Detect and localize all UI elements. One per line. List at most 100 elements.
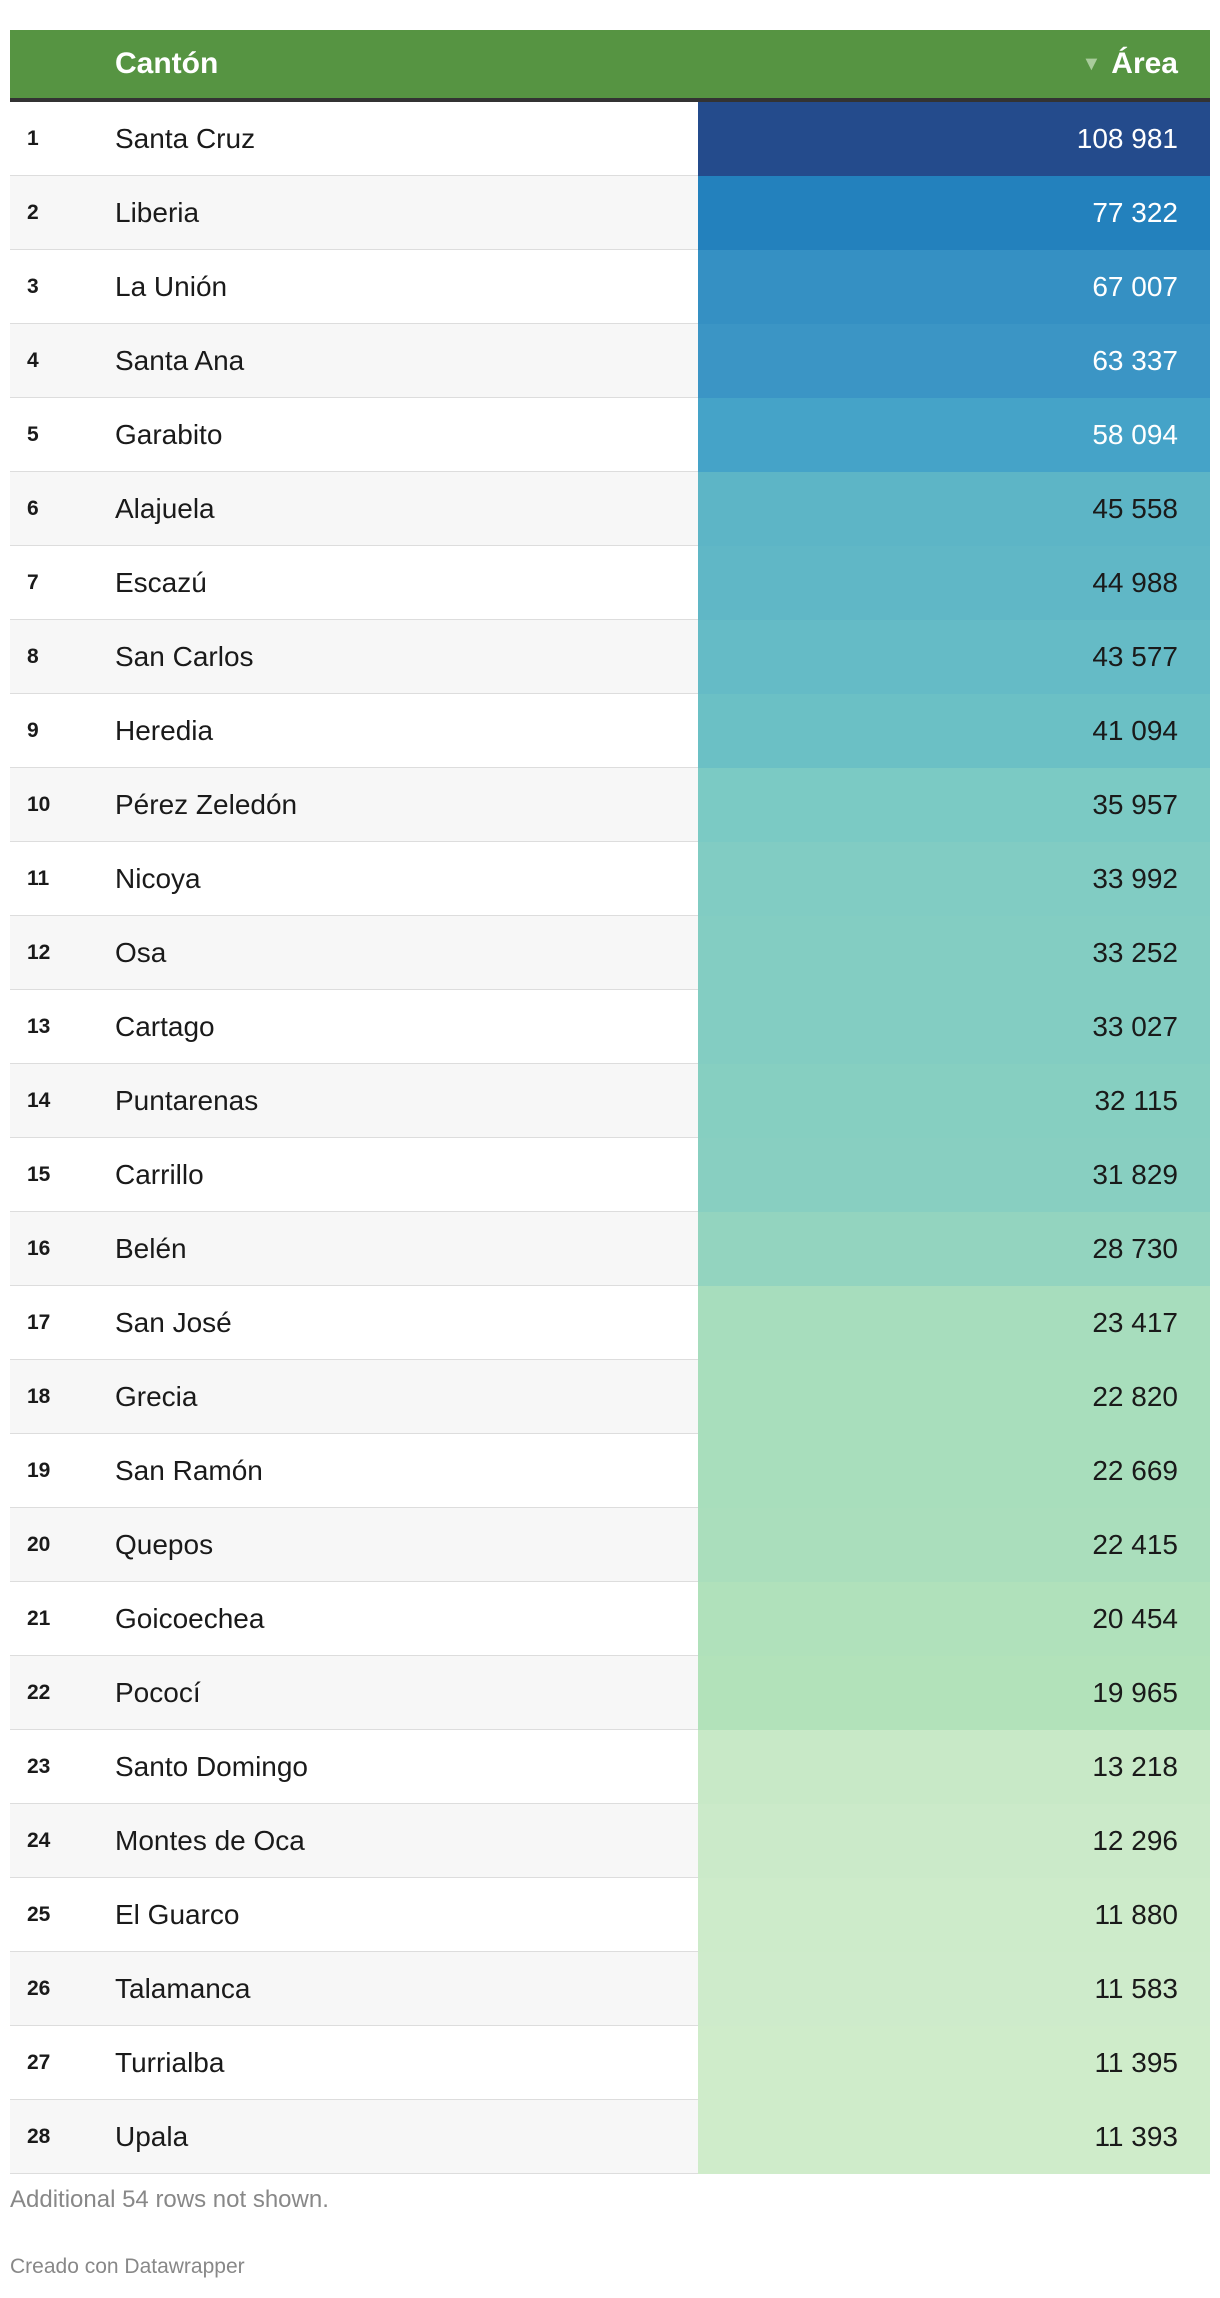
row-canton-name: La Unión [115, 270, 228, 302]
row-rank: 19 [27, 1458, 51, 1482]
row-area-value: 33 252 [698, 916, 1210, 990]
row-area-value: 67 007 [698, 250, 1210, 324]
row-canton-name: San Ramón [115, 1454, 263, 1486]
row-canton-name: Goicoechea [115, 1602, 265, 1634]
row-rank: 11 [27, 866, 50, 890]
row-rank: 12 [27, 940, 51, 964]
row-canton-name: El Guarco [115, 1898, 240, 1930]
table-row: 6 Alajuela 45 558 [10, 472, 1210, 546]
row-canton-name: Montes de Oca [115, 1824, 305, 1856]
row-canton-name: Escazú [115, 566, 207, 598]
row-canton-name: Liberia [115, 196, 200, 228]
table-row: 15 Carrillo 31 829 [10, 1138, 1210, 1212]
row-rank: 6 [27, 496, 39, 520]
row-rank: 5 [27, 422, 39, 446]
table-row: 20 Quepos 22 415 [10, 1508, 1210, 1582]
row-canton-name: Pérez Zeledón [115, 788, 298, 820]
row-area-value: 19 965 [698, 1656, 1210, 1730]
rows-hidden-note: Additional 54 rows not shown. [10, 2186, 329, 2213]
table-row: 25 El Guarco 11 880 [10, 1878, 1210, 1952]
table-row: 23 Santo Domingo 13 218 [10, 1730, 1210, 1804]
table-row: 17 San José 23 417 [10, 1286, 1210, 1360]
table-row: 14 Puntarenas 32 115 [10, 1064, 1210, 1138]
table-row: 7 Escazú 44 988 [10, 546, 1210, 620]
row-area-value: 44 988 [698, 546, 1210, 620]
row-canton-name: Turrialba [115, 2046, 225, 2078]
row-rank: 4 [27, 348, 39, 372]
table-body: 1 Santa Cruz 108 981 2 Liberia 77 322 3 La Unió… [10, 102, 1210, 2174]
row-area-value: 28 730 [698, 1212, 1210, 1286]
table-row: 28 Upala 11 393 [10, 2100, 1210, 2174]
row-canton-name: Santa Ana [115, 344, 245, 376]
table-row: 5 Garabito 58 094 [10, 398, 1210, 472]
table-row: 10 Pérez Zeledón 35 957 [10, 768, 1210, 842]
row-area-value: 22 669 [698, 1434, 1210, 1508]
row-area-value: 11 395 [698, 2026, 1210, 2100]
row-rank: 16 [27, 1236, 51, 1260]
table-row: 11 Nicoya 33 992 [10, 842, 1210, 916]
credit-link[interactable]: Creado con Datawrapper [10, 2255, 245, 2278]
row-canton-name: Santa Cruz [115, 122, 256, 154]
table-row: 26 Talamanca 11 583 [10, 1952, 1210, 2026]
row-rank: 24 [27, 1828, 51, 1852]
table-row: 2 Liberia 77 322 [10, 176, 1210, 250]
row-rank: 13 [27, 1014, 51, 1038]
data-table: Cantón ▼ Área 1 Santa Cruz 108 981 2 Liberia… [10, 30, 1210, 2174]
table-row: 27 Turrialba 11 395 [10, 2026, 1210, 2100]
row-area-value: 12 296 [698, 1804, 1210, 1878]
row-canton-name: Osa [115, 936, 167, 968]
table-row: 24 Montes de Oca 12 296 [10, 1804, 1210, 1878]
table-row: 3 La Unión 67 007 [10, 250, 1210, 324]
row-canton-name: Quepos [115, 1528, 214, 1560]
row-area-value: 13 218 [698, 1730, 1210, 1804]
row-canton-name: Upala [115, 2120, 189, 2152]
row-area-value: 11 393 [698, 2100, 1210, 2174]
row-rank: 17 [27, 1310, 51, 1334]
row-area-value: 11 583 [698, 1952, 1210, 2026]
sort-descending-icon: ▼ [1081, 53, 1102, 75]
column-header-area-label: Área [1111, 47, 1178, 80]
table-row: 19 San Ramón 22 669 [10, 1434, 1210, 1508]
row-canton-name: Belén [115, 1232, 187, 1264]
row-canton-name: Carrillo [115, 1158, 204, 1190]
row-area-value: 77 322 [698, 176, 1210, 250]
row-rank: 8 [27, 644, 39, 668]
table-header: Cantón ▼ Área [10, 30, 1210, 102]
row-rank: 7 [27, 570, 39, 594]
row-area-value: 31 829 [698, 1138, 1210, 1212]
row-rank: 20 [27, 1532, 51, 1556]
row-area-value: 63 337 [698, 324, 1210, 398]
row-rank: 9 [27, 718, 39, 742]
column-header-area[interactable]: ▼ Área [1081, 30, 1178, 98]
row-area-value: 23 417 [698, 1286, 1210, 1360]
row-rank: 10 [27, 792, 51, 816]
row-area-value: 32 115 [698, 1064, 1210, 1138]
row-rank: 22 [27, 1680, 51, 1704]
row-area-value: 33 992 [698, 842, 1210, 916]
row-canton-name: Pococí [115, 1676, 201, 1708]
row-canton-name: Puntarenas [115, 1084, 259, 1116]
row-area-value: 35 957 [698, 768, 1210, 842]
row-area-value: 22 820 [698, 1360, 1210, 1434]
table-row: 21 Goicoechea 20 454 [10, 1582, 1210, 1656]
row-rank: 21 [27, 1606, 51, 1630]
row-canton-name: Cartago [115, 1010, 215, 1042]
row-rank: 14 [27, 1088, 51, 1112]
row-area-value: 108 981 [698, 102, 1210, 176]
table-row: 1 Santa Cruz 108 981 [10, 102, 1210, 176]
table-row: 9 Heredia 41 094 [10, 694, 1210, 768]
row-rank: 23 [27, 1754, 51, 1778]
row-area-value: 58 094 [698, 398, 1210, 472]
row-rank: 27 [27, 2050, 51, 2074]
row-canton-name: Santo Domingo [115, 1750, 309, 1782]
row-area-value: 41 094 [698, 694, 1210, 768]
row-canton-name: San Carlos [115, 640, 254, 672]
column-header-canton[interactable]: Cantón [115, 47, 219, 80]
table-row: 13 Cartago 33 027 [10, 990, 1210, 1064]
row-canton-name: Heredia [115, 714, 214, 746]
row-rank: 1 [27, 126, 39, 150]
table-row: 8 San Carlos 43 577 [10, 620, 1210, 694]
row-rank: 28 [27, 2124, 51, 2148]
table-row: 22 Pococí 19 965 [10, 1656, 1210, 1730]
row-area-value: 45 558 [698, 472, 1210, 546]
